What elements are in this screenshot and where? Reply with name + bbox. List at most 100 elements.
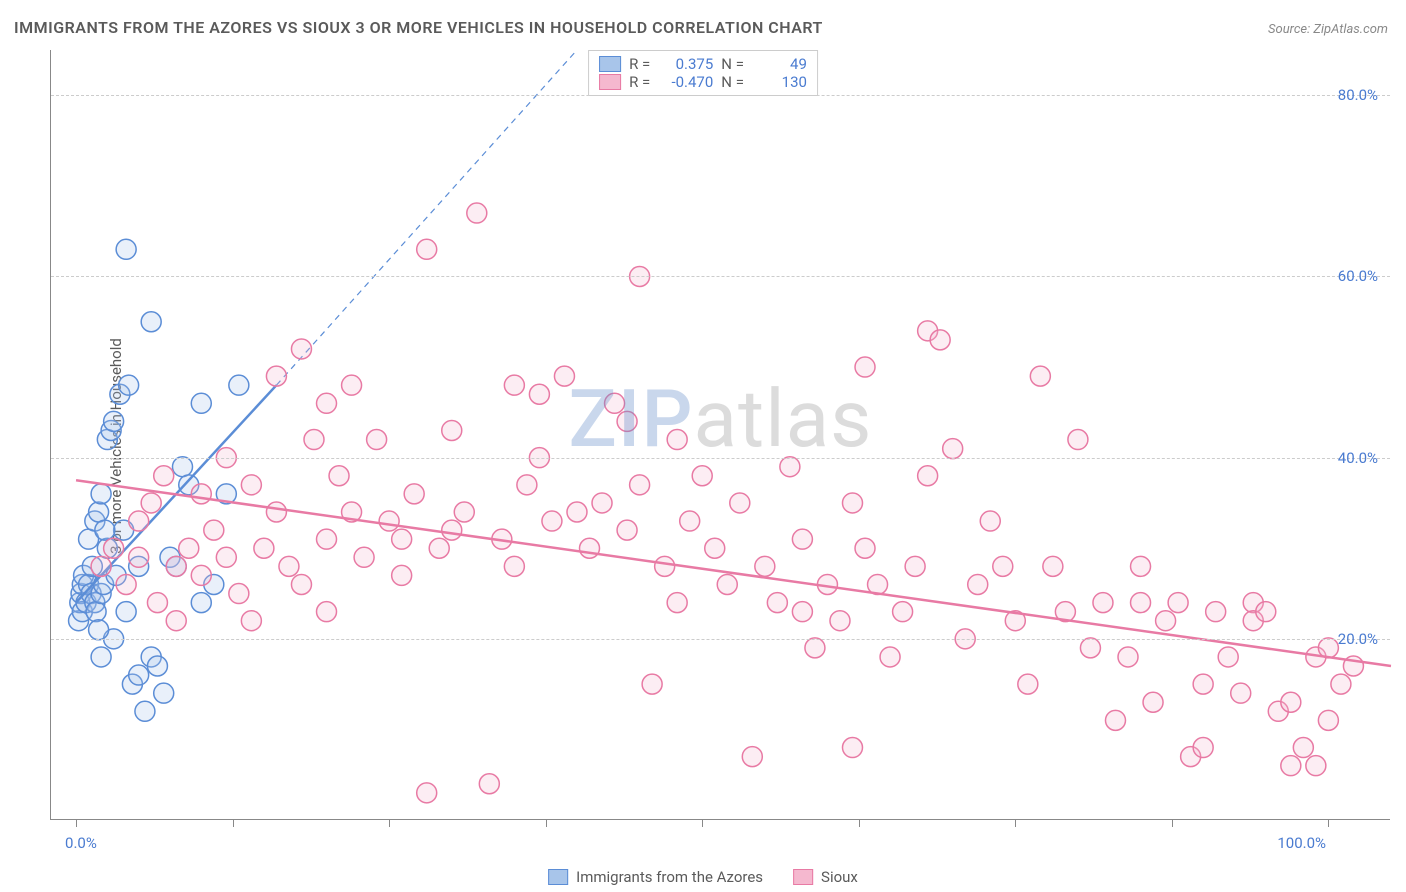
scatter-point [172, 457, 192, 477]
scatter-point [905, 556, 925, 576]
scatter-point [442, 520, 462, 540]
plot-area: ZIPatlas 20.0%40.0%60.0%80.0% [50, 50, 1390, 820]
r-label: R = [629, 55, 650, 73]
scatter-point [154, 683, 174, 703]
scatter-point [129, 511, 149, 531]
scatter-point [780, 457, 800, 477]
scatter-point [567, 502, 587, 522]
scatter-point [317, 393, 337, 413]
x-tick [1015, 819, 1016, 827]
scatter-point [792, 529, 812, 549]
scatter-point [1281, 692, 1301, 712]
scatter-point [1256, 602, 1276, 622]
scatter-point [1131, 556, 1151, 576]
r-value: -0.470 [658, 73, 713, 91]
n-label: N = [721, 73, 744, 91]
n-label: N = [721, 55, 744, 73]
scatter-point [830, 611, 850, 631]
scatter-point [417, 783, 437, 803]
legend-label: Immigrants from the Azores [576, 868, 763, 886]
scatter-point [1206, 602, 1226, 622]
scatter-point [191, 393, 211, 413]
scatter-point [1318, 638, 1338, 658]
legend-swatch [548, 869, 568, 885]
scatter-point [141, 493, 161, 513]
scatter-point [342, 375, 362, 395]
scatter-point [354, 547, 374, 567]
scatter-point [179, 538, 199, 558]
scatter-point [893, 602, 913, 622]
r-label: R = [629, 73, 650, 91]
scatter-point [1118, 647, 1138, 667]
scatter-point [1080, 638, 1100, 658]
scatter-point [630, 475, 650, 495]
legend-swatch [793, 869, 813, 885]
scatter-point [129, 665, 149, 685]
legend-label: Sioux [821, 868, 858, 886]
scatter-point [517, 475, 537, 495]
scatter-point [1293, 738, 1313, 758]
scatter-point [968, 574, 988, 594]
scatter-point [279, 556, 299, 576]
x-tick [233, 819, 234, 827]
x-tick [1172, 819, 1173, 827]
scatter-point [147, 593, 167, 613]
scatter-point [129, 547, 149, 567]
scatter-point [86, 602, 106, 622]
legend-swatch [599, 74, 621, 90]
scatter-point [254, 538, 274, 558]
scatter-point [1168, 593, 1188, 613]
scatter-point [392, 529, 412, 549]
scatter-point [542, 511, 562, 531]
scatter-point [855, 538, 875, 558]
scatter-point [191, 484, 211, 504]
y-tick-label: 40.0% [1338, 449, 1378, 467]
scatter-point [730, 493, 750, 513]
y-tick-label: 20.0% [1338, 630, 1378, 648]
scatter-point [1306, 756, 1326, 776]
scatter-point [229, 584, 249, 604]
legend-item: Immigrants from the Azores [548, 868, 763, 886]
scatter-svg [51, 50, 1390, 819]
scatter-point [135, 701, 155, 721]
x-tick [702, 819, 703, 827]
scatter-point [304, 430, 324, 450]
scatter-point [91, 556, 111, 576]
scatter-point [842, 738, 862, 758]
scatter-point [504, 556, 524, 576]
scatter-point [1193, 738, 1213, 758]
source-label: Source: ZipAtlas.com [1268, 22, 1388, 37]
scatter-point [993, 556, 1013, 576]
scatter-point [204, 520, 224, 540]
scatter-point [1068, 430, 1088, 450]
scatter-point [291, 574, 311, 594]
scatter-point [229, 375, 249, 395]
scatter-point [1043, 556, 1063, 576]
r-value: 0.375 [658, 55, 713, 73]
scatter-point [119, 375, 139, 395]
scatter-point [379, 511, 399, 531]
scatter-point [104, 538, 124, 558]
y-tick-label: 60.0% [1338, 267, 1378, 285]
scatter-point [116, 602, 136, 622]
scatter-point [1018, 674, 1038, 694]
scatter-point [755, 556, 775, 576]
scatter-point [404, 484, 424, 504]
scatter-point [241, 611, 261, 631]
scatter-point [1281, 756, 1301, 776]
gridline [51, 276, 1390, 277]
scatter-point [918, 466, 938, 486]
scatter-point [1105, 710, 1125, 730]
scatter-point [792, 602, 812, 622]
legend-item: Sioux [793, 868, 858, 886]
scatter-point [91, 647, 111, 667]
scatter-point [1156, 611, 1176, 631]
scatter-point [317, 602, 337, 622]
scatter-point [141, 312, 161, 332]
scatter-point [667, 593, 687, 613]
scatter-point [767, 593, 787, 613]
scatter-point [166, 611, 186, 631]
scatter-point [930, 330, 950, 350]
scatter-point [392, 565, 412, 585]
scatter-point [467, 203, 487, 223]
